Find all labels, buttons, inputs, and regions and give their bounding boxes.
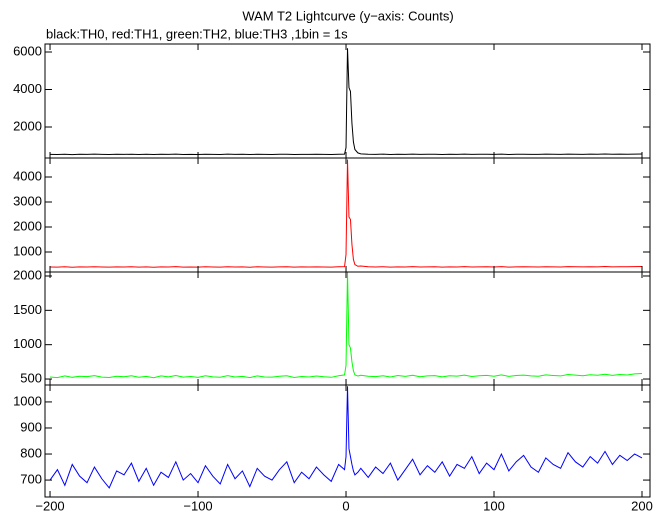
y-tick-label: 700 bbox=[20, 472, 42, 487]
data-line bbox=[50, 48, 643, 156]
x-tick-label: 100 bbox=[483, 498, 505, 513]
y-tick-label: 1000 bbox=[13, 393, 42, 408]
chart-subtitle: black:TH0, red:TH1, green:TH2, blue:TH3 … bbox=[46, 26, 348, 41]
y-tick-label: 2000 bbox=[13, 118, 42, 133]
y-tick-label: 3000 bbox=[13, 193, 42, 208]
y-tick-label: 2000 bbox=[13, 218, 42, 233]
y-tick-label: 1000 bbox=[13, 243, 42, 258]
y-tick-label: 800 bbox=[20, 445, 42, 460]
x-tick-label: 0 bbox=[342, 498, 349, 513]
y-tick-label: 4000 bbox=[13, 81, 42, 96]
chart-title: WAM T2 Lightcurve (y−axis: Counts) bbox=[242, 8, 453, 23]
panel-frame bbox=[44, 384, 651, 498]
y-tick-label: 1000 bbox=[13, 336, 42, 351]
x-tick-label: 200 bbox=[631, 498, 653, 513]
y-tick-label: 900 bbox=[20, 419, 42, 434]
x-tick-label: −100 bbox=[183, 498, 212, 513]
x-tick-label: −200 bbox=[35, 498, 64, 513]
y-tick-label: 4000 bbox=[13, 168, 42, 183]
data-line bbox=[50, 159, 643, 268]
data-line bbox=[49, 386, 643, 489]
data-line bbox=[49, 272, 643, 379]
y-tick-label: 6000 bbox=[13, 43, 42, 58]
y-tick-label: 2000 bbox=[13, 267, 42, 282]
y-tick-label: 500 bbox=[20, 370, 42, 385]
y-tick-label: 1500 bbox=[13, 302, 42, 317]
